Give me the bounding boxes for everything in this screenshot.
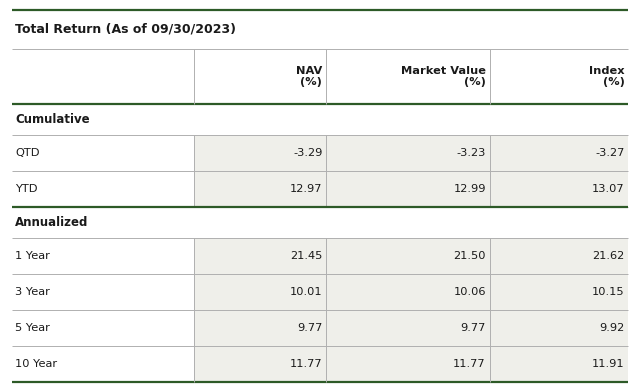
Bar <box>193 274 628 310</box>
Text: 10.15: 10.15 <box>592 287 625 297</box>
Text: YTD: YTD <box>15 184 38 194</box>
Text: -3.29: -3.29 <box>293 148 323 158</box>
Bar <box>193 310 628 346</box>
Text: 9.77: 9.77 <box>460 323 486 333</box>
Text: 10.01: 10.01 <box>290 287 323 297</box>
Bar <box>193 238 628 274</box>
Text: 21.45: 21.45 <box>290 251 323 261</box>
Text: 10.06: 10.06 <box>453 287 486 297</box>
Text: 3 Year: 3 Year <box>15 287 50 297</box>
Text: 11.77: 11.77 <box>453 359 486 369</box>
Text: -3.27: -3.27 <box>595 148 625 158</box>
Text: 11.91: 11.91 <box>592 359 625 369</box>
Bar <box>193 135 628 171</box>
Bar <box>193 171 628 207</box>
Text: Cumulative: Cumulative <box>15 113 90 126</box>
Text: Market Value
(%): Market Value (%) <box>401 65 486 87</box>
Text: 10 Year: 10 Year <box>15 359 58 369</box>
Text: QTD: QTD <box>15 148 40 158</box>
Text: 12.99: 12.99 <box>453 184 486 194</box>
Text: -3.23: -3.23 <box>456 148 486 158</box>
Text: 21.62: 21.62 <box>593 251 625 261</box>
Text: 11.77: 11.77 <box>290 359 323 369</box>
Text: 5 Year: 5 Year <box>15 323 50 333</box>
Bar <box>193 346 628 382</box>
Text: NAV
(%): NAV (%) <box>296 65 323 87</box>
Text: 13.07: 13.07 <box>592 184 625 194</box>
Text: 1 Year: 1 Year <box>15 251 50 261</box>
Text: 21.50: 21.50 <box>453 251 486 261</box>
Text: Total Return (As of 09/30/2023): Total Return (As of 09/30/2023) <box>15 23 236 36</box>
Text: 9.77: 9.77 <box>297 323 323 333</box>
Text: Annualized: Annualized <box>15 216 89 229</box>
Text: Index
(%): Index (%) <box>589 65 625 87</box>
Text: 12.97: 12.97 <box>290 184 323 194</box>
Text: 9.92: 9.92 <box>600 323 625 333</box>
